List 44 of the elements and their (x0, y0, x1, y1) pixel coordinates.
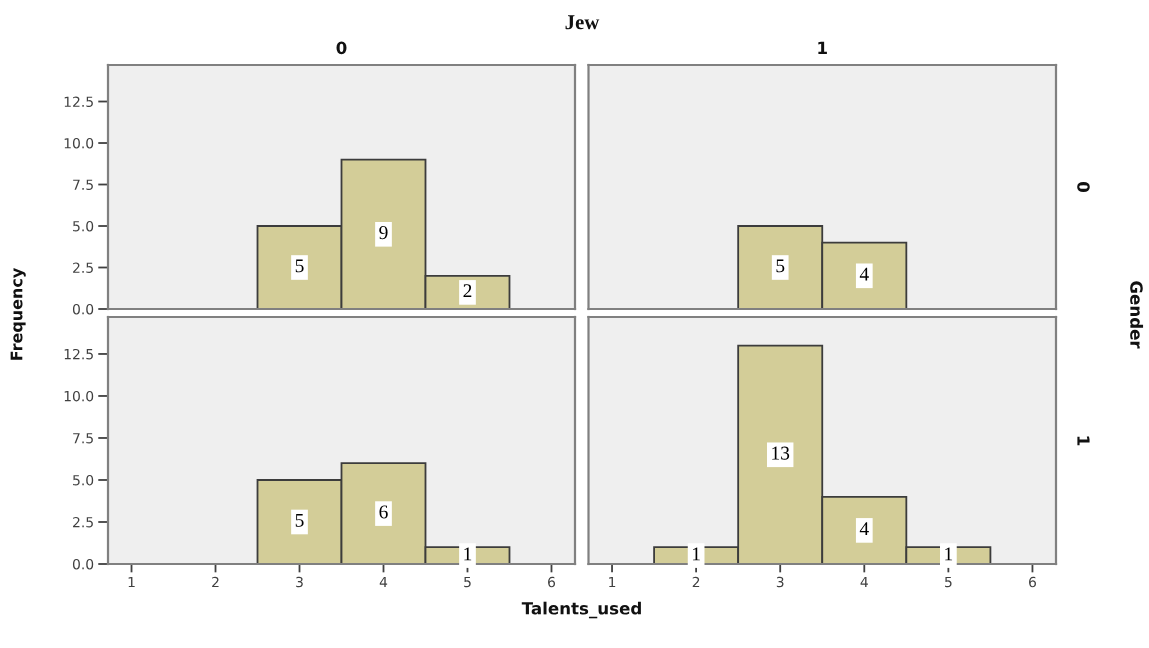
y-tick-label: 10.0 (64, 137, 94, 149)
chart-title: 0 (336, 41, 347, 55)
x-tick-label: 6 (1029, 576, 1036, 588)
data-label: 1 (692, 547, 700, 561)
x-tick-label: 3 (776, 576, 784, 588)
y-tick-label: 0.0 (72, 558, 94, 570)
y2-axis-title: 0 (1077, 182, 1090, 192)
y-tick-label: 5.0 (73, 220, 94, 232)
chart-title: 1 (818, 41, 827, 54)
x-tick-label: 1 (128, 576, 135, 588)
x-tick-label: 4 (860, 576, 868, 588)
y-tick-label: 12.5 (64, 96, 93, 107)
x-tick-label: 1 (609, 576, 616, 588)
data-label: 6 (379, 505, 388, 519)
y2-axis-title: 1 (1077, 436, 1090, 446)
x-axis-title: Talents_used (521, 601, 641, 619)
x-tick-label: 2 (692, 576, 700, 588)
y-tick-label: 12.5 (64, 348, 93, 360)
x-tick-label: 5 (945, 576, 952, 588)
text: Jew (565, 15, 600, 30)
x-tick-label: 6 (548, 576, 556, 588)
y-tick-label: 7.5 (73, 179, 93, 190)
data-label: 4 (859, 267, 869, 281)
y-tick-label: 5.0 (73, 474, 94, 486)
x-tick-label: 4 (379, 576, 388, 588)
x-tick-label: 2 (212, 576, 219, 588)
x-tick-label: 5 (464, 576, 471, 588)
data-label: 5 (295, 259, 304, 273)
y-tick-label: 2.5 (73, 262, 93, 273)
y-tick-label: 7.5 (73, 433, 93, 444)
data-label: 4 (859, 522, 869, 536)
y-tick-label: 10.0 (64, 390, 94, 402)
data-label: 13 (772, 446, 790, 460)
data-label: 5 (295, 513, 304, 527)
data-label: 5 (776, 259, 785, 273)
data-label: 9 (379, 226, 388, 240)
data-label: 1 (945, 547, 953, 561)
y-tick-label: 2.5 (73, 516, 93, 528)
data-label: 2 (463, 284, 472, 298)
y-tick-label: 0.0 (72, 303, 94, 315)
x-tick-label: 3 (296, 576, 303, 588)
text: Gender (1130, 281, 1144, 349)
data-label: 1 (464, 547, 472, 561)
y-axis-title: Frequency (10, 268, 26, 360)
